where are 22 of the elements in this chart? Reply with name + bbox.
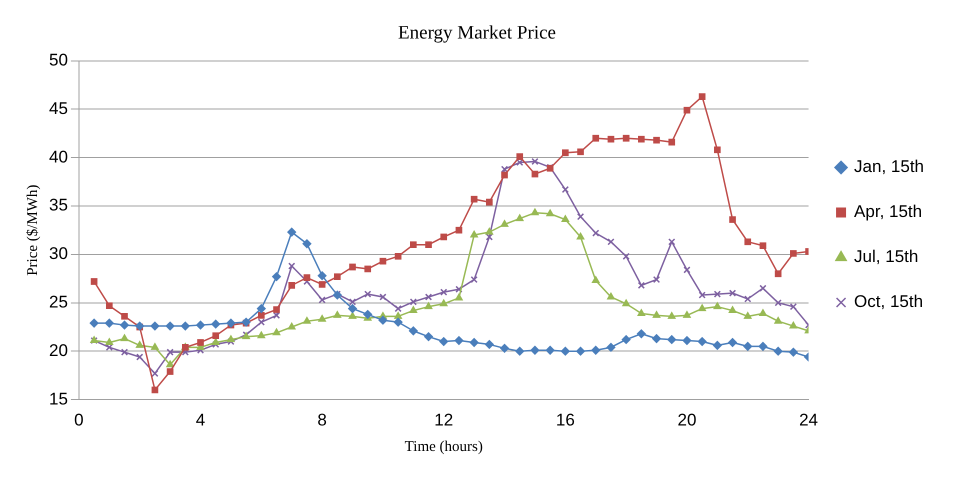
- y-tick-label: 30: [48, 244, 68, 264]
- legend-label: Oct, 15th: [854, 292, 924, 312]
- legend-label: Apr, 15th: [854, 202, 922, 222]
- legend-label: Jan, 15th: [854, 157, 924, 176]
- x-tick-label: 24: [799, 410, 818, 430]
- x-tick-label: 4: [196, 410, 206, 430]
- y-tick-label: 15: [48, 389, 68, 408]
- y-tick-label: 45: [48, 98, 68, 118]
- x-tick-label: 12: [434, 410, 454, 430]
- legend-label: Jul, 15th: [854, 247, 918, 266]
- x-tick-label: 16: [556, 410, 575, 430]
- x-tick-label: 20: [677, 410, 696, 430]
- x-axis-title: Time (hours): [404, 438, 483, 455]
- x-tick-label: 8: [317, 410, 327, 430]
- x-tick-label: 0: [74, 410, 84, 430]
- y-axis-title: Price ($/MWh): [24, 184, 41, 276]
- y-tick-label: 20: [48, 340, 68, 360]
- y-tick-label: 25: [48, 292, 68, 312]
- y-tick-label: 35: [48, 196, 68, 215]
- y-tick-label: 50: [48, 50, 68, 70]
- y-tick-label: 40: [48, 147, 68, 166]
- chart-title: Energy Market Price: [398, 22, 556, 44]
